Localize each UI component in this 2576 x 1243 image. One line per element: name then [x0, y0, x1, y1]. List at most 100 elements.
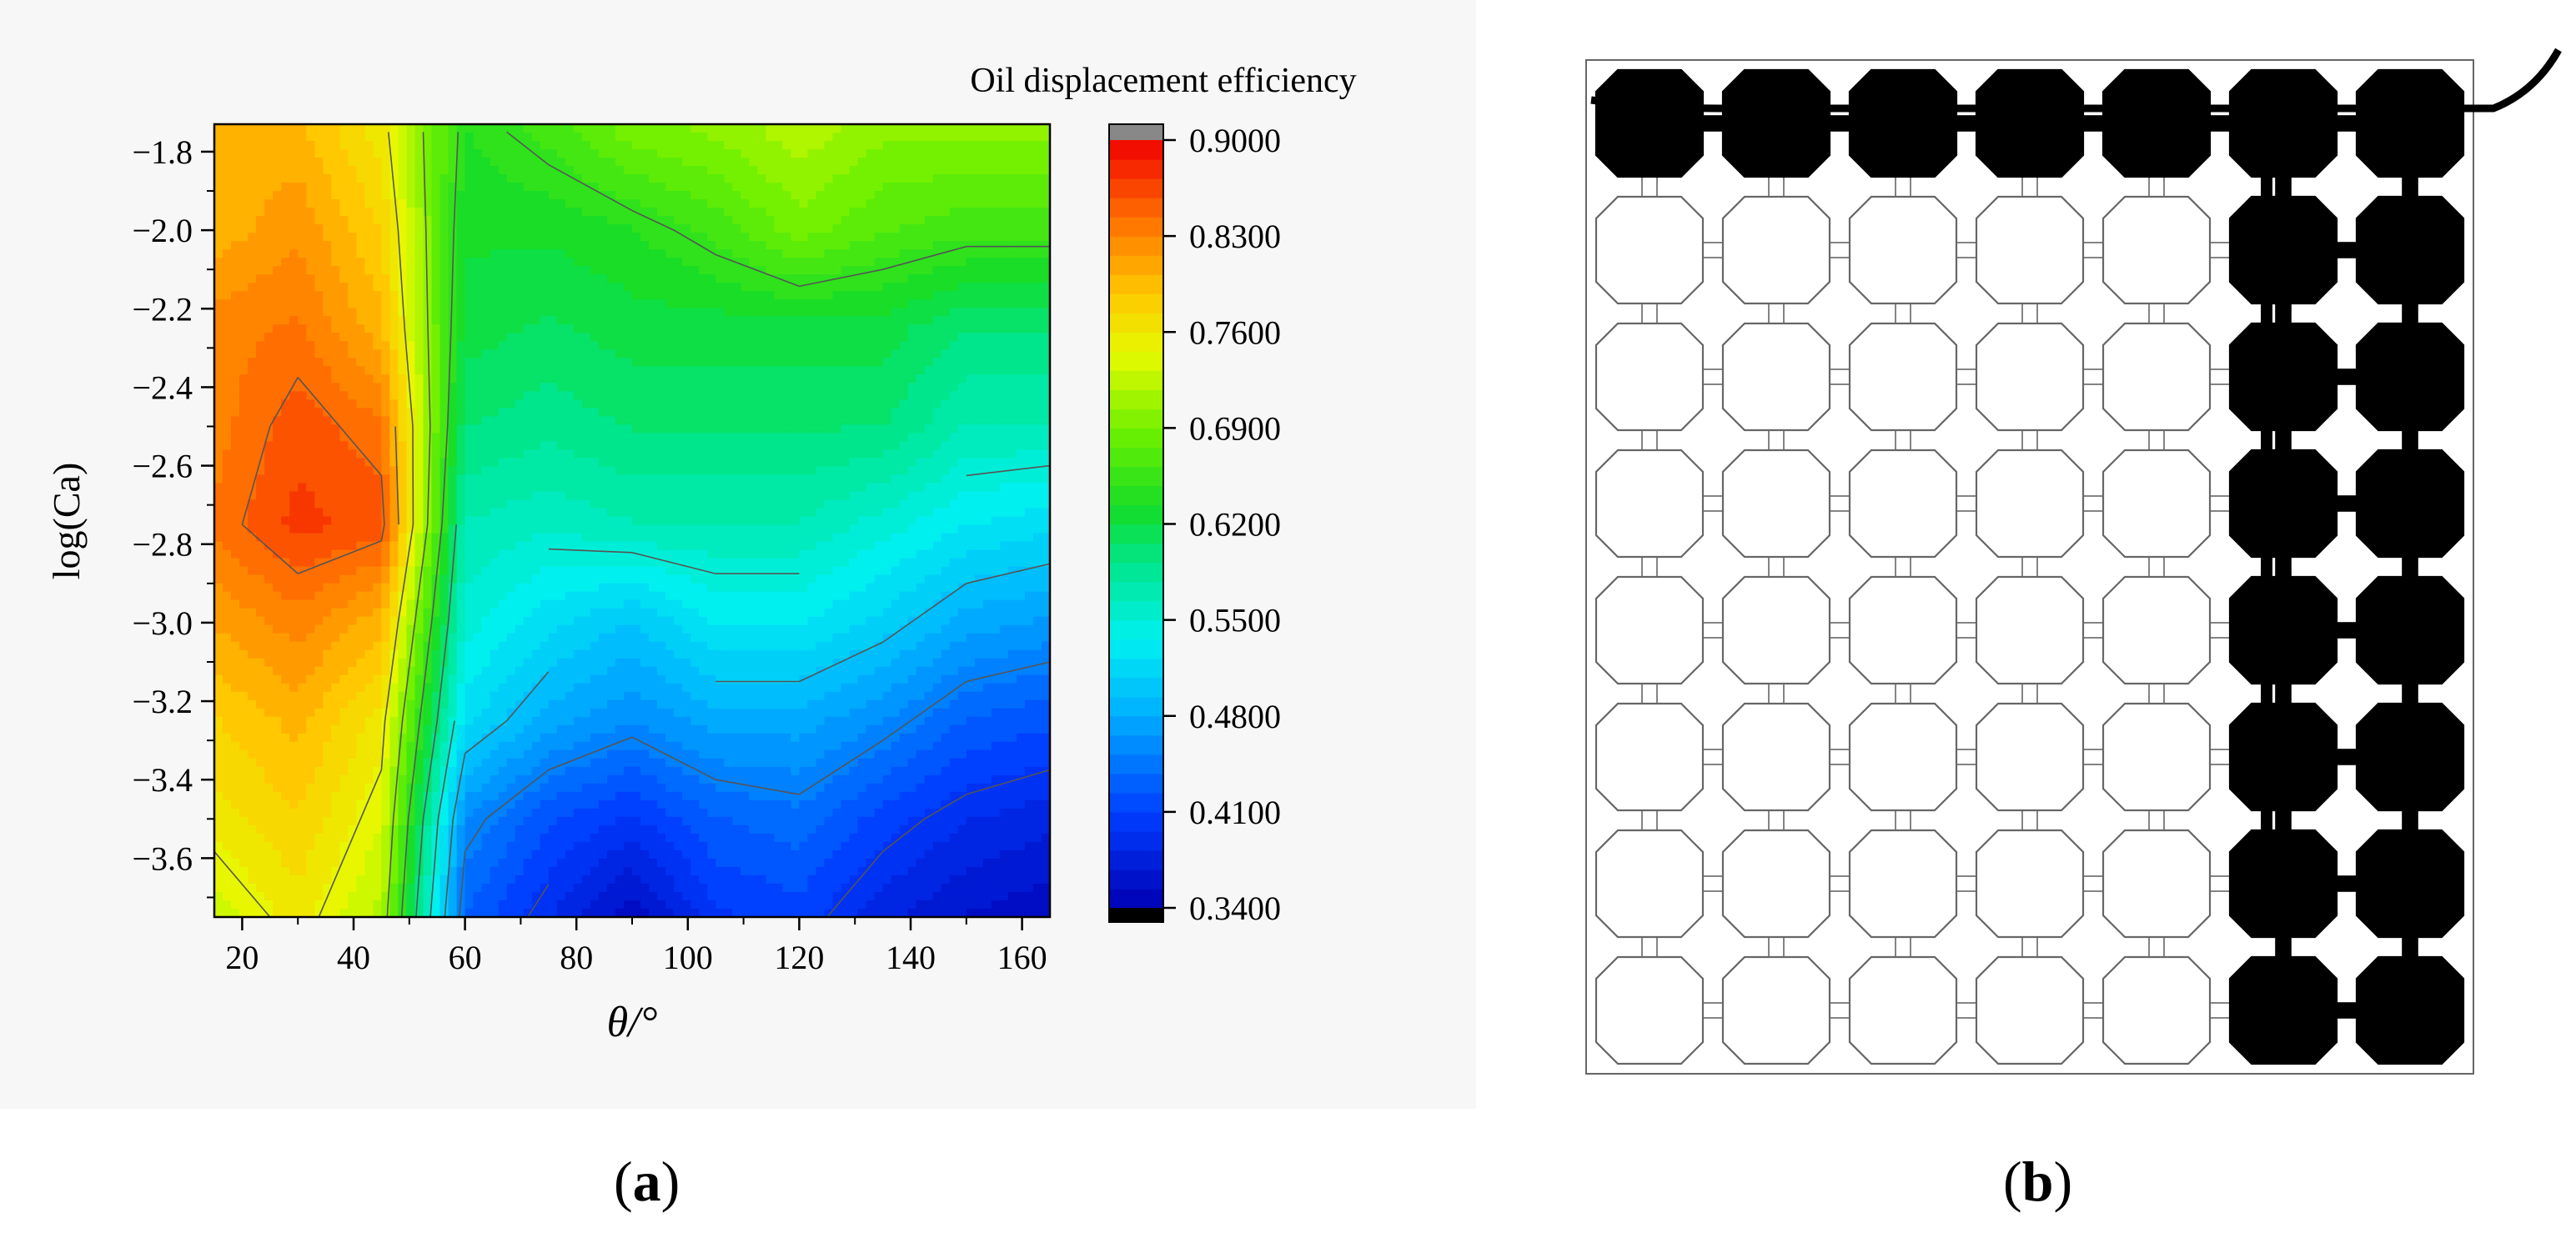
contour-cell [373, 341, 382, 350]
contour-cell [657, 316, 666, 325]
contour-cell [832, 524, 842, 534]
contour-cell [690, 283, 700, 292]
contour-cell [473, 299, 483, 308]
contour-cell [674, 283, 683, 292]
contour-cell [414, 499, 424, 509]
contour-cell [807, 283, 817, 292]
contour-cell [891, 199, 901, 208]
contour-cell [298, 341, 307, 350]
contour-cell [640, 358, 650, 367]
contour-cell [289, 199, 299, 208]
contour-cell [540, 324, 550, 333]
contour-cell [640, 241, 650, 250]
contour-cell [874, 524, 884, 534]
contour-cell [331, 158, 340, 167]
contour-cell [640, 349, 650, 358]
contour-cell [373, 291, 382, 300]
contour-cell [306, 491, 315, 501]
contour-cell [231, 524, 240, 534]
contour-cell [281, 241, 290, 250]
contour-cell [248, 383, 257, 392]
contour-cell [281, 308, 290, 317]
contour-cell [907, 374, 917, 383]
contour-cell [431, 441, 441, 451]
contour-cell [348, 416, 357, 425]
contour-cell [1007, 458, 1017, 468]
contour-cell [757, 499, 766, 509]
contour-cell [581, 249, 591, 258]
contour-cell [632, 216, 641, 225]
contour-cell [464, 499, 475, 509]
contour-cell [439, 158, 449, 167]
contour-cell [1024, 349, 1034, 358]
contour-cell [907, 383, 917, 392]
contour-cell [741, 258, 750, 267]
contour-cell [1016, 274, 1026, 283]
contour-cell [640, 424, 650, 434]
contour-cell [356, 399, 365, 408]
contour-cell [816, 508, 826, 518]
contour-cell [289, 366, 299, 375]
contour-cell [239, 508, 249, 518]
contour-cell [732, 491, 741, 501]
contour-cell [816, 349, 826, 358]
contour-cell [581, 499, 591, 509]
contour-cell [256, 199, 265, 208]
contour-cell [657, 366, 666, 375]
contour-cell [999, 241, 1009, 250]
contour-cell [632, 166, 641, 175]
contour-cell [231, 516, 240, 526]
contour-cell [373, 133, 382, 142]
contour-cell [841, 233, 851, 242]
contour-cell [615, 524, 625, 534]
contour-cell [439, 433, 449, 442]
contour-cell [782, 266, 791, 275]
contour-cell [982, 158, 992, 167]
contour-cell [606, 124, 616, 133]
contour-cell [991, 341, 1001, 350]
contour-cell [231, 358, 240, 367]
contour-cell [632, 374, 641, 383]
contour-cell [707, 174, 716, 183]
contour-cell [289, 249, 299, 258]
contour-cell [941, 233, 951, 242]
contour-cell [916, 358, 926, 367]
contour-cell [540, 441, 550, 451]
contour-cell [389, 449, 399, 459]
contour-cell [974, 399, 984, 408]
contour-cell [657, 299, 666, 308]
contour-cell [699, 383, 708, 392]
contour-cell [598, 266, 608, 275]
contour-cell [632, 399, 641, 408]
contour-cell [857, 316, 867, 325]
contour-cell [565, 283, 575, 292]
contour-cell [1041, 424, 1050, 434]
contour-cell [314, 408, 324, 417]
contour-cell [298, 358, 307, 367]
contour-cell [298, 191, 307, 200]
contour-cell [223, 333, 232, 342]
contour-cell [1024, 158, 1034, 167]
contour-cell [816, 333, 826, 342]
contour-cell [314, 191, 324, 200]
contour-cell [498, 183, 508, 192]
contour-cell [381, 433, 391, 442]
contour-cell [724, 249, 733, 258]
contour-cell [857, 174, 867, 183]
contour-cell [331, 508, 340, 518]
contour-cell [231, 349, 240, 358]
contour-cell [456, 466, 466, 476]
contour-cell [239, 391, 249, 400]
contour-cell [741, 233, 750, 242]
contour-cell [364, 241, 374, 250]
contour-cell [891, 499, 901, 509]
contour-cell [974, 258, 984, 267]
contour-cell [473, 424, 483, 434]
contour-cell [273, 258, 282, 267]
contour-cell [741, 191, 750, 200]
contour-cell [874, 224, 884, 233]
contour-cell [766, 299, 775, 308]
contour-cell [540, 408, 550, 417]
contour-cell [1032, 249, 1042, 258]
contour-cell [231, 449, 240, 459]
